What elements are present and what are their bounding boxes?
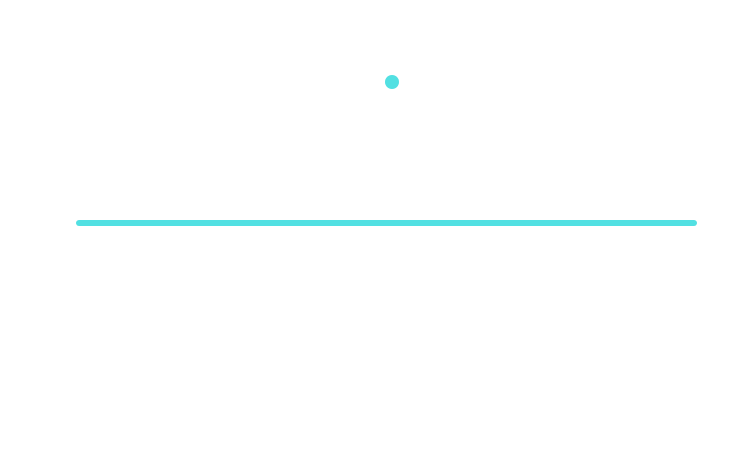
accent-line <box>76 220 697 226</box>
accent-dot <box>385 75 399 89</box>
